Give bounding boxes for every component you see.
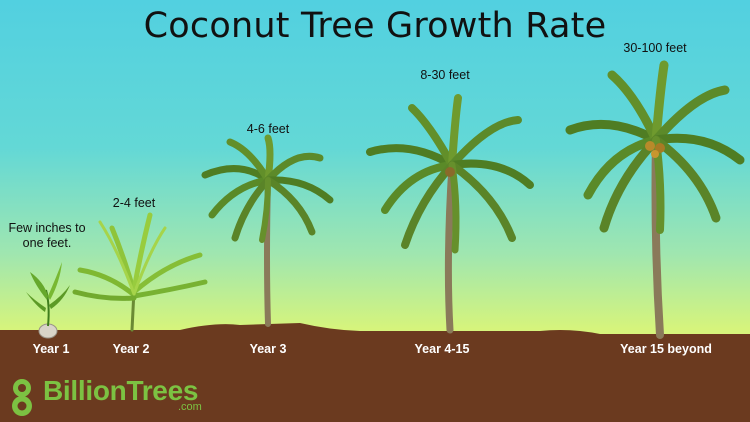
height-label: 4-6 feet — [247, 122, 289, 137]
logo-brand: BillionTrees — [43, 375, 199, 406]
height-label: Few inches to one feet. — [8, 221, 85, 251]
height-label-line: 30-100 feet — [623, 41, 687, 55]
page-title: Coconut Tree Growth Rate — [143, 6, 607, 46]
height-label-line: 4-6 feet — [246, 122, 290, 136]
height-label-line: 2-4 feet — [112, 196, 156, 210]
palm-year-4-15 — [366, 94, 534, 334]
palm-year-3 — [201, 134, 334, 327]
height-label-line: one feet. — [22, 236, 72, 250]
leaf-8-icon — [12, 379, 32, 416]
height-label: 2-4 feet — [113, 196, 155, 211]
year-label: Year 1 — [32, 342, 70, 356]
logo-domain: .com — [178, 401, 202, 413]
height-label-line: 8-30 feet — [420, 68, 470, 82]
height-label: 30-100 feet — [623, 41, 686, 56]
year-label: Year 3 — [249, 342, 287, 356]
sprout-year-1 — [26, 262, 70, 339]
year-label: Year 2 — [112, 342, 150, 356]
palm-year-15-beyond — [565, 60, 745, 339]
sapling-year-2 — [72, 212, 208, 332]
height-label-line: Few inches to — [8, 221, 86, 235]
year-label: Year 4-15 — [414, 342, 470, 356]
height-label: 8-30 feet — [420, 68, 469, 83]
year-label: Year 15 beyond — [620, 342, 712, 356]
soil-ground — [0, 323, 750, 422]
